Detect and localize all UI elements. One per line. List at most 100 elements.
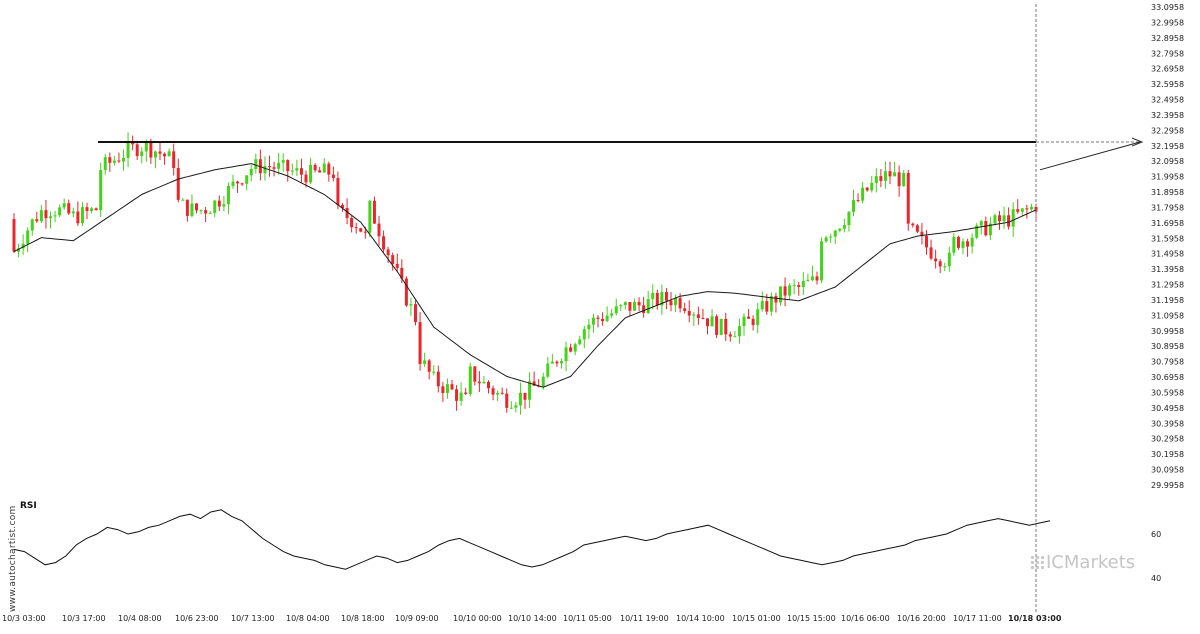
bull-candle	[838, 228, 842, 231]
bear-candle	[911, 223, 915, 226]
x-tick-label: 10/15 01:00	[732, 614, 781, 623]
rsi-tick-label: 40	[1151, 574, 1161, 583]
bull-candle	[719, 318, 723, 335]
bear-candle	[163, 153, 167, 157]
bear-candle	[195, 203, 198, 211]
bear-candle	[313, 164, 317, 171]
bull-candle	[582, 329, 586, 340]
bull-candle	[80, 207, 84, 224]
bull-candle	[733, 336, 737, 338]
bear-candle	[331, 174, 335, 179]
broker-watermark-text: ICMarkets	[1046, 552, 1136, 573]
bull-candle	[692, 314, 696, 316]
bull-candle	[660, 292, 664, 306]
bull-candle	[975, 225, 979, 238]
bull-candle	[58, 207, 62, 216]
bear-candle	[336, 178, 340, 206]
bull-candle	[988, 223, 992, 236]
bull-candle	[847, 211, 851, 226]
bull-candle	[518, 392, 522, 406]
bear-candle	[642, 305, 646, 314]
x-tick-label: 10/9 09:00	[395, 614, 439, 623]
bull-candle	[902, 172, 906, 187]
price-tick-label: 30.8958	[1151, 342, 1184, 351]
bull-candle	[30, 219, 34, 231]
bull-candle	[245, 175, 249, 184]
bear-candle	[473, 366, 477, 382]
bull-candle	[208, 212, 212, 214]
bear-candle	[865, 187, 869, 191]
bull-candle	[482, 381, 486, 384]
bull-candle	[17, 248, 21, 252]
bull-candle	[514, 405, 518, 408]
bear-candle	[938, 261, 942, 267]
bull-candle	[710, 316, 714, 327]
bear-candle	[984, 221, 988, 236]
bear-candle	[236, 181, 240, 184]
bear-candle	[185, 199, 189, 216]
bull-candle	[546, 363, 550, 377]
bull-candle	[263, 166, 267, 174]
bull-candle	[1029, 206, 1033, 210]
bear-candle	[879, 176, 883, 181]
price-tick-label: 32.8958	[1151, 34, 1184, 43]
bear-candle	[382, 236, 386, 250]
bull-candle	[674, 298, 678, 306]
bear-candle	[217, 200, 221, 207]
bear-candle	[272, 167, 276, 169]
bull-candle	[614, 306, 618, 314]
bear-candle	[44, 210, 48, 219]
bull-candle	[893, 172, 897, 177]
bear-candle	[925, 235, 928, 248]
bull-candle	[153, 151, 157, 158]
bull-candle	[199, 210, 203, 212]
bear-candle	[966, 241, 970, 247]
bull-candle	[591, 317, 595, 325]
bull-candle	[122, 157, 125, 162]
bull-candle	[943, 266, 947, 268]
bear-candle	[404, 278, 408, 306]
bear-candle	[815, 276, 819, 281]
bull-candle	[222, 204, 226, 207]
price-tick-label: 30.9958	[1151, 327, 1184, 336]
x-tick-label: 10/11 05:00	[563, 614, 612, 623]
bull-candle	[806, 280, 810, 282]
x-tick-label: 10/16 20:00	[897, 614, 946, 623]
bear-candle	[304, 174, 308, 183]
price-tick-label: 30.5958	[1151, 388, 1184, 397]
bull-candle	[190, 203, 194, 216]
price-tick-label: 32.2958	[1151, 126, 1184, 135]
bull-candle	[619, 305, 623, 307]
bear-candle	[418, 322, 422, 364]
candles-group	[12, 132, 1038, 415]
bull-candle	[979, 221, 983, 226]
bull-candle	[541, 376, 545, 387]
bull-candle	[605, 315, 609, 322]
bear-candle	[856, 200, 860, 202]
bear-candle	[345, 208, 349, 218]
bull-candle	[760, 301, 764, 310]
bear-candle	[414, 304, 417, 323]
bear-candle	[934, 258, 938, 262]
bear-candle	[350, 217, 354, 228]
bear-candle	[464, 392, 468, 394]
bear-candle	[491, 388, 495, 395]
x-tick-label: 10/10 14:00	[508, 614, 557, 623]
bull-candle	[801, 281, 805, 288]
bear-candle	[747, 316, 751, 319]
bear-candle	[327, 163, 331, 175]
bear-candle	[920, 231, 924, 236]
bear-candle	[724, 318, 728, 335]
x-tick-label: 10/10 00:00	[453, 614, 502, 623]
broker-watermark: ICMarkets	[1030, 552, 1135, 573]
bull-candle	[1020, 208, 1024, 212]
x-tick-label: 10/3 03:00	[2, 614, 46, 623]
bull-candle	[870, 182, 874, 191]
x-tick-label: 10/8 18:00	[341, 614, 385, 623]
bear-candle	[450, 384, 454, 390]
price-tick-label: 31.6958	[1151, 219, 1184, 228]
price-tick-label: 30.6958	[1151, 373, 1184, 382]
bull-candle	[103, 157, 107, 170]
